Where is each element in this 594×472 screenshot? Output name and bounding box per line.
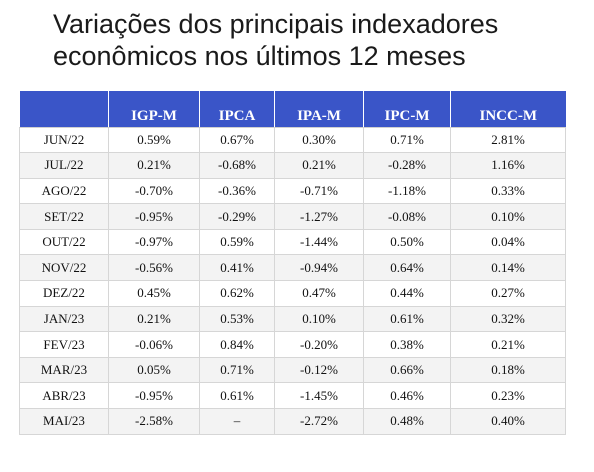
ipca-cell: 0.59% (199, 228, 275, 256)
incc-m-cell: 0.10% (450, 203, 566, 230)
ipc-m-cell: 0.38% (363, 331, 451, 358)
ipa-m-cell: -2.72% (274, 408, 364, 435)
ipa-m-cell: -0.94% (274, 254, 364, 282)
page-title: Variações dos principais indexadores eco… (53, 9, 499, 71)
incc-m-cell: 1.16% (450, 152, 566, 179)
ipc-m-cell: 0.44% (363, 280, 451, 307)
month-cell: AGO/22 (19, 177, 109, 205)
ipa-m-cell: 0.47% (274, 280, 364, 307)
table-body: JUN/22 0.59% 0.67% 0.30% 0.71% 2.81% JUL/22 0.2… (19, 126, 566, 435)
month-cell: MAI/23 (19, 408, 109, 435)
ipca-cell: 0.67% (199, 126, 275, 154)
ipa-m-cell: -0.71% (274, 177, 364, 205)
table-row: SET/22 -0.95% -0.29% -1.27% -0.08% 0.10% (19, 203, 566, 230)
table-header-row: IGP-M IPCA IPA-M IPC-M INCC-M (19, 91, 566, 128)
ipc-m-cell: -0.28% (363, 152, 451, 179)
column-header-incc-m: INCC-M (450, 91, 566, 128)
month-cell: JUN/22 (19, 126, 109, 154)
igp-m-cell: -0.95% (108, 203, 200, 230)
ipc-m-cell: -0.08% (363, 203, 451, 230)
column-header-month (19, 91, 109, 128)
ipa-m-cell: -1.45% (274, 382, 364, 410)
table-row: FEV/23 -0.06% 0.84% -0.20% 0.38% 0.21% (19, 331, 566, 358)
incc-m-cell: 0.18% (450, 356, 566, 384)
incc-m-cell: 0.33% (450, 177, 566, 205)
ipca-cell: 0.71% (199, 356, 275, 384)
ipca-cell: 0.84% (199, 331, 275, 358)
table-row: ABR/23 -0.95% 0.61% -1.45% 0.46% 0.23% (19, 382, 566, 410)
ipca-cell: 0.41% (199, 254, 275, 282)
igp-m-cell: -0.06% (108, 331, 200, 358)
igp-m-cell: -0.95% (108, 382, 200, 410)
month-cell: DEZ/22 (19, 280, 109, 307)
column-header-ipc-m: IPC-M (363, 91, 451, 128)
ipa-m-cell: -1.44% (274, 228, 364, 256)
table-row: AGO/22 -0.70% -0.36% -0.71% -1.18% 0.33% (19, 177, 566, 205)
ipca-cell: – (199, 408, 275, 435)
igp-m-cell: 0.21% (108, 152, 200, 179)
ipc-m-cell: 0.71% (363, 126, 451, 154)
igp-m-cell: -0.56% (108, 254, 200, 282)
incc-m-cell: 0.21% (450, 331, 566, 358)
incc-m-cell: 0.27% (450, 280, 566, 307)
ipc-m-cell: 0.66% (363, 356, 451, 384)
ipc-m-cell: 0.61% (363, 305, 451, 333)
column-header-igp-m: IGP-M (108, 91, 200, 128)
month-cell: SET/22 (19, 203, 109, 230)
month-cell: MAR/23 (19, 356, 109, 384)
ipca-cell: 0.62% (199, 280, 275, 307)
incc-m-cell: 0.23% (450, 382, 566, 410)
table-row: DEZ/22 0.45% 0.62% 0.47% 0.44% 0.27% (19, 280, 566, 307)
table-row: JUN/22 0.59% 0.67% 0.30% 0.71% 2.81% (19, 126, 566, 154)
ipa-m-cell: -0.12% (274, 356, 364, 384)
ipa-m-cell: -0.20% (274, 331, 364, 358)
ipc-m-cell: 0.46% (363, 382, 451, 410)
igp-m-cell: -0.70% (108, 177, 200, 205)
incc-m-cell: 0.04% (450, 228, 566, 256)
igp-m-cell: -0.97% (108, 228, 200, 256)
igp-m-cell: 0.59% (108, 126, 200, 154)
ipca-cell: -0.68% (199, 152, 275, 179)
ipa-m-cell: 0.30% (274, 126, 364, 154)
table-row: JUL/22 0.21% -0.68% 0.21% -0.28% 1.16% (19, 152, 566, 179)
igp-m-cell: 0.05% (108, 356, 200, 384)
ipc-m-cell: 0.64% (363, 254, 451, 282)
month-cell: FEV/23 (19, 331, 109, 358)
ipca-cell: -0.36% (199, 177, 275, 205)
month-cell: OUT/22 (19, 228, 109, 256)
ipca-cell: 0.53% (199, 305, 275, 333)
table-row: NOV/22 -0.56% 0.41% -0.94% 0.64% 0.14% (19, 254, 566, 282)
month-cell: JUL/22 (19, 152, 109, 179)
ipa-m-cell: 0.21% (274, 152, 364, 179)
month-cell: JAN/23 (19, 305, 109, 333)
indexadores-table: IGP-M IPCA IPA-M IPC-M INCC-M JUN/22 0.59… (19, 91, 566, 435)
table-row: JAN/23 0.21% 0.53% 0.10% 0.61% 0.32% (19, 305, 566, 333)
month-cell: NOV/22 (19, 254, 109, 282)
ipc-m-cell: 0.50% (363, 228, 451, 256)
incc-m-cell: 0.40% (450, 408, 566, 435)
igp-m-cell: -2.58% (108, 408, 200, 435)
month-cell: ABR/23 (19, 382, 109, 410)
igp-m-cell: 0.21% (108, 305, 200, 333)
igp-m-cell: 0.45% (108, 280, 200, 307)
ipca-cell: 0.61% (199, 382, 275, 410)
ipa-m-cell: -1.27% (274, 203, 364, 230)
incc-m-cell: 2.81% (450, 126, 566, 154)
table-row: OUT/22 -0.97% 0.59% -1.44% 0.50% 0.04% (19, 228, 566, 256)
column-header-ipa-m: IPA-M (274, 91, 364, 128)
ipc-m-cell: -1.18% (363, 177, 451, 205)
incc-m-cell: 0.32% (450, 305, 566, 333)
table-row: MAI/23 -2.58% – -2.72% 0.48% 0.40% (19, 408, 566, 435)
incc-m-cell: 0.14% (450, 254, 566, 282)
column-header-ipca: IPCA (199, 91, 275, 128)
ipc-m-cell: 0.48% (363, 408, 451, 435)
ipca-cell: -0.29% (199, 203, 275, 230)
ipa-m-cell: 0.10% (274, 305, 364, 333)
table-row: MAR/23 0.05% 0.71% -0.12% 0.66% 0.18% (19, 356, 566, 384)
